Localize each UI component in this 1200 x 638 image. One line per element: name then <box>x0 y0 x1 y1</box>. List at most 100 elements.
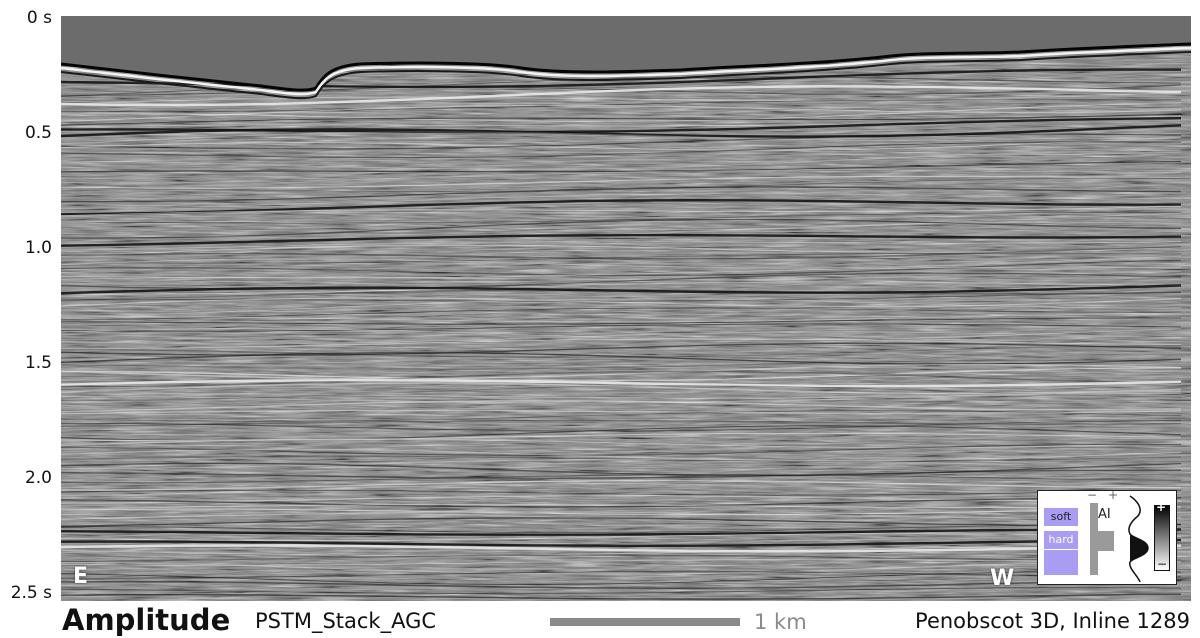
reflector-line <box>61 270 1182 280</box>
reflector-line <box>61 266 1182 279</box>
reflector-line <box>61 205 1182 217</box>
reflector-line <box>61 317 1181 325</box>
reflector-line <box>61 284 1182 295</box>
reflector-line <box>61 259 1182 276</box>
reflector-line <box>61 99 1182 113</box>
reflector-line <box>61 593 1182 600</box>
reflector-line <box>61 323 1182 332</box>
reflector-line <box>61 104 1182 122</box>
wavelet-icon <box>1128 495 1149 583</box>
reflector-line <box>61 193 1182 209</box>
reflector-line <box>61 495 1182 504</box>
reflector-line <box>61 149 1182 170</box>
reflector-line <box>61 474 1182 484</box>
reflector-line <box>61 151 1182 164</box>
reflector-line <box>61 131 1182 145</box>
reflector-line <box>61 419 1182 432</box>
reflector-line <box>61 331 1182 345</box>
reflector-line <box>61 218 1182 239</box>
reflector-line <box>61 367 1182 382</box>
scale-bar-label: 1 km <box>754 610 807 634</box>
reflector-line <box>61 538 1182 547</box>
reflector-line <box>61 328 1182 341</box>
time-label-0: 0 s <box>26 8 52 28</box>
reflector-line <box>61 420 1182 427</box>
reflector-line <box>61 198 1182 216</box>
time-label-2-0: 2.0 <box>24 468 52 488</box>
reflector-line <box>61 443 1182 457</box>
polarity-legend: soft hard − + AI + − <box>1037 488 1177 585</box>
survey-title: Penobscot 3D, Inline 1289 <box>915 609 1190 633</box>
reflector-line <box>61 489 1182 496</box>
reflector-line <box>61 102 1182 122</box>
legend-hard-chip: hard <box>1044 531 1078 549</box>
reflector-line <box>61 544 1182 553</box>
reflector-line <box>61 352 1182 365</box>
reflector-line <box>61 558 1182 566</box>
reflector-line <box>61 241 1182 251</box>
reflector-line <box>61 409 1182 415</box>
reflector-line <box>61 246 1182 260</box>
reflector-line <box>61 385 1182 401</box>
reflector-line <box>61 338 1182 349</box>
reflector-line <box>61 455 1182 462</box>
reflector-line <box>61 207 1182 219</box>
reflector-line <box>61 497 1181 508</box>
reflector-line <box>61 449 1182 462</box>
seismic-section[interactable]: E W <box>61 16 1191 601</box>
direction-label-east: E <box>73 564 89 589</box>
reflector-line <box>61 169 1182 184</box>
reflector-line <box>61 390 1182 399</box>
reflector-line <box>61 297 1182 308</box>
reflector-line <box>61 252 1182 264</box>
reflector-line <box>61 392 1182 404</box>
colorbar-plus-sign: + <box>1156 500 1167 514</box>
reflector-line <box>61 289 1182 301</box>
reflector-line <box>61 469 1181 480</box>
ai-minus-sign: − <box>1087 488 1098 502</box>
reflector-line <box>61 410 1182 422</box>
reflector-line <box>61 141 1182 159</box>
ai-log-bar-hard <box>1090 531 1114 551</box>
reflector-line <box>61 533 1182 541</box>
reflector-line <box>61 479 1182 491</box>
seismic-image <box>61 16 1191 601</box>
reflector-line <box>61 370 1182 388</box>
reflector-line <box>61 379 1182 388</box>
attribute-title: Amplitude <box>62 603 231 637</box>
reflector-line <box>61 244 1182 257</box>
reflector-line <box>61 177 1182 193</box>
reflector-line <box>61 517 1182 527</box>
time-label-1-0: 1.0 <box>24 238 52 258</box>
reflector-line <box>61 213 1182 231</box>
reflector-line <box>61 160 1182 173</box>
reflector-line <box>61 438 1182 449</box>
scale-bar <box>550 618 740 626</box>
reflector-line <box>61 281 1182 295</box>
legend-soft-chip: soft <box>1044 508 1078 526</box>
reflector-line <box>61 554 1182 563</box>
legend-lower-chip <box>1044 550 1078 575</box>
ai-label: AI <box>1098 507 1111 522</box>
reflector-line <box>61 92 1182 105</box>
reflector-line <box>61 133 1182 150</box>
reflector-line <box>61 363 1182 380</box>
reflector-line <box>61 507 1182 516</box>
footer: Amplitude PSTM_Stack_AGC 1 km Penobscot … <box>0 600 1200 638</box>
reflector-line <box>61 511 1182 520</box>
reflector-line <box>61 462 1182 477</box>
reflector-line <box>61 587 1182 595</box>
reflector-line <box>61 458 1182 469</box>
reflector-line <box>61 560 1182 575</box>
reflector-line <box>61 571 1182 585</box>
reflector-line <box>61 483 1182 497</box>
reflector-line <box>61 85 1182 107</box>
reflector-line <box>61 345 1182 359</box>
amplitude-colorbar <box>1154 505 1170 571</box>
ai-plus-sign: + <box>1108 488 1119 502</box>
time-label-2-5: 2.5 s <box>10 583 52 603</box>
reflector-line <box>61 212 1182 224</box>
reflector-line <box>61 503 1182 509</box>
dataset-name: PSTM_Stack_AGC <box>255 609 437 633</box>
reflector-line <box>61 523 1182 533</box>
